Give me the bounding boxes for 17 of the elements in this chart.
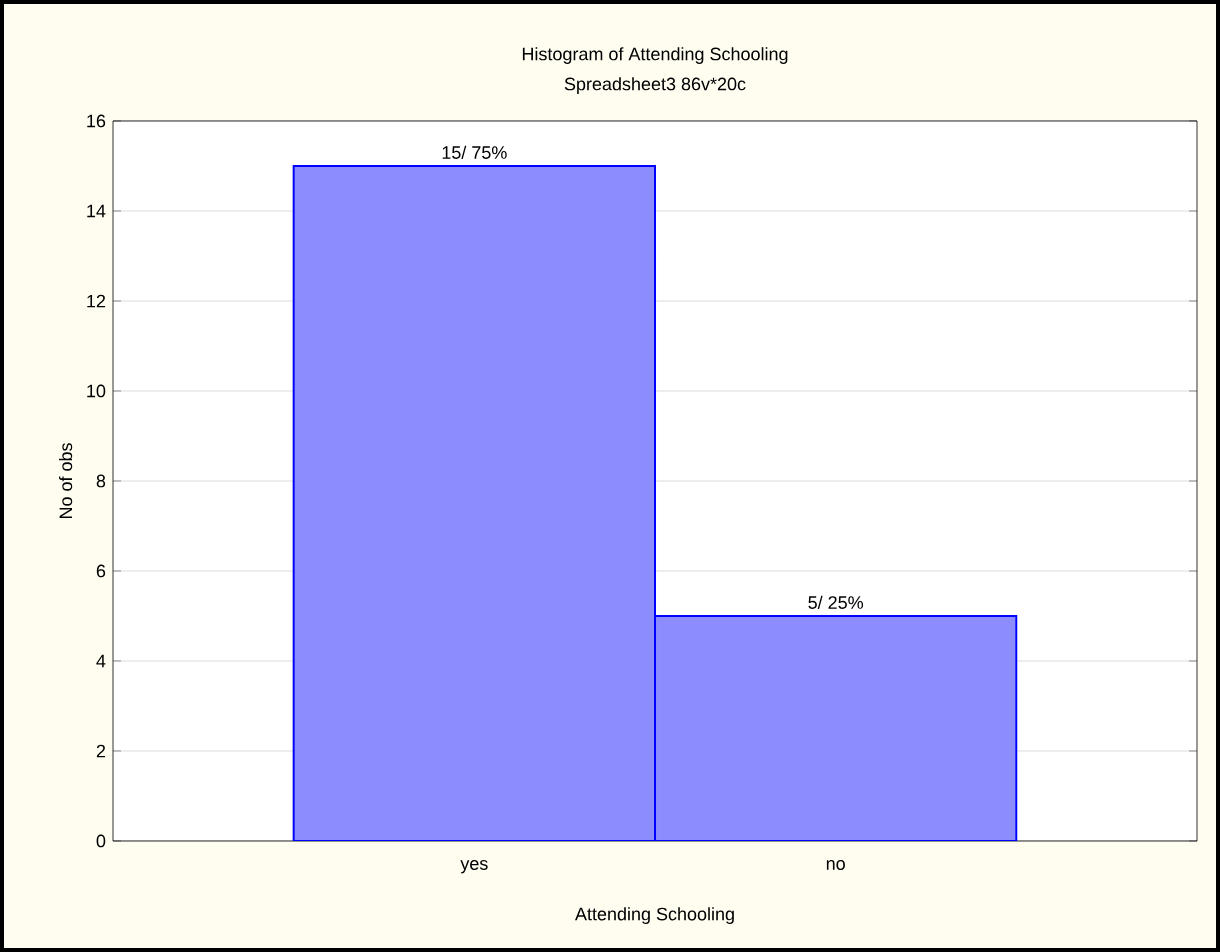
y-axis-title: No of obs: [58, 443, 73, 519]
y-tick-label: 14: [87, 204, 106, 218]
y-tick-label: 6: [96, 564, 106, 578]
y-tick-label: 8: [96, 474, 106, 488]
y-tick-label: 2: [96, 744, 106, 758]
y-tick-label: 12: [87, 294, 106, 308]
y-tick-label: 0: [96, 834, 106, 848]
y-tick-label: 10: [87, 384, 106, 398]
y-tick-label: 16: [87, 114, 106, 128]
x-tick-label: no: [826, 860, 845, 870]
chart-title: Histogram of Attending Schooling: [522, 47, 788, 64]
x-tick-label: yes: [460, 860, 488, 874]
data-label: 5/ 25%: [808, 595, 864, 609]
x-axis-title: Attending Schooling: [574, 907, 734, 924]
y-tick-label: 4: [96, 654, 106, 668]
chart-subtitle: Spreadsheet3 86v*20c: [564, 77, 746, 94]
data-label: 15/ 75%: [442, 145, 507, 159]
